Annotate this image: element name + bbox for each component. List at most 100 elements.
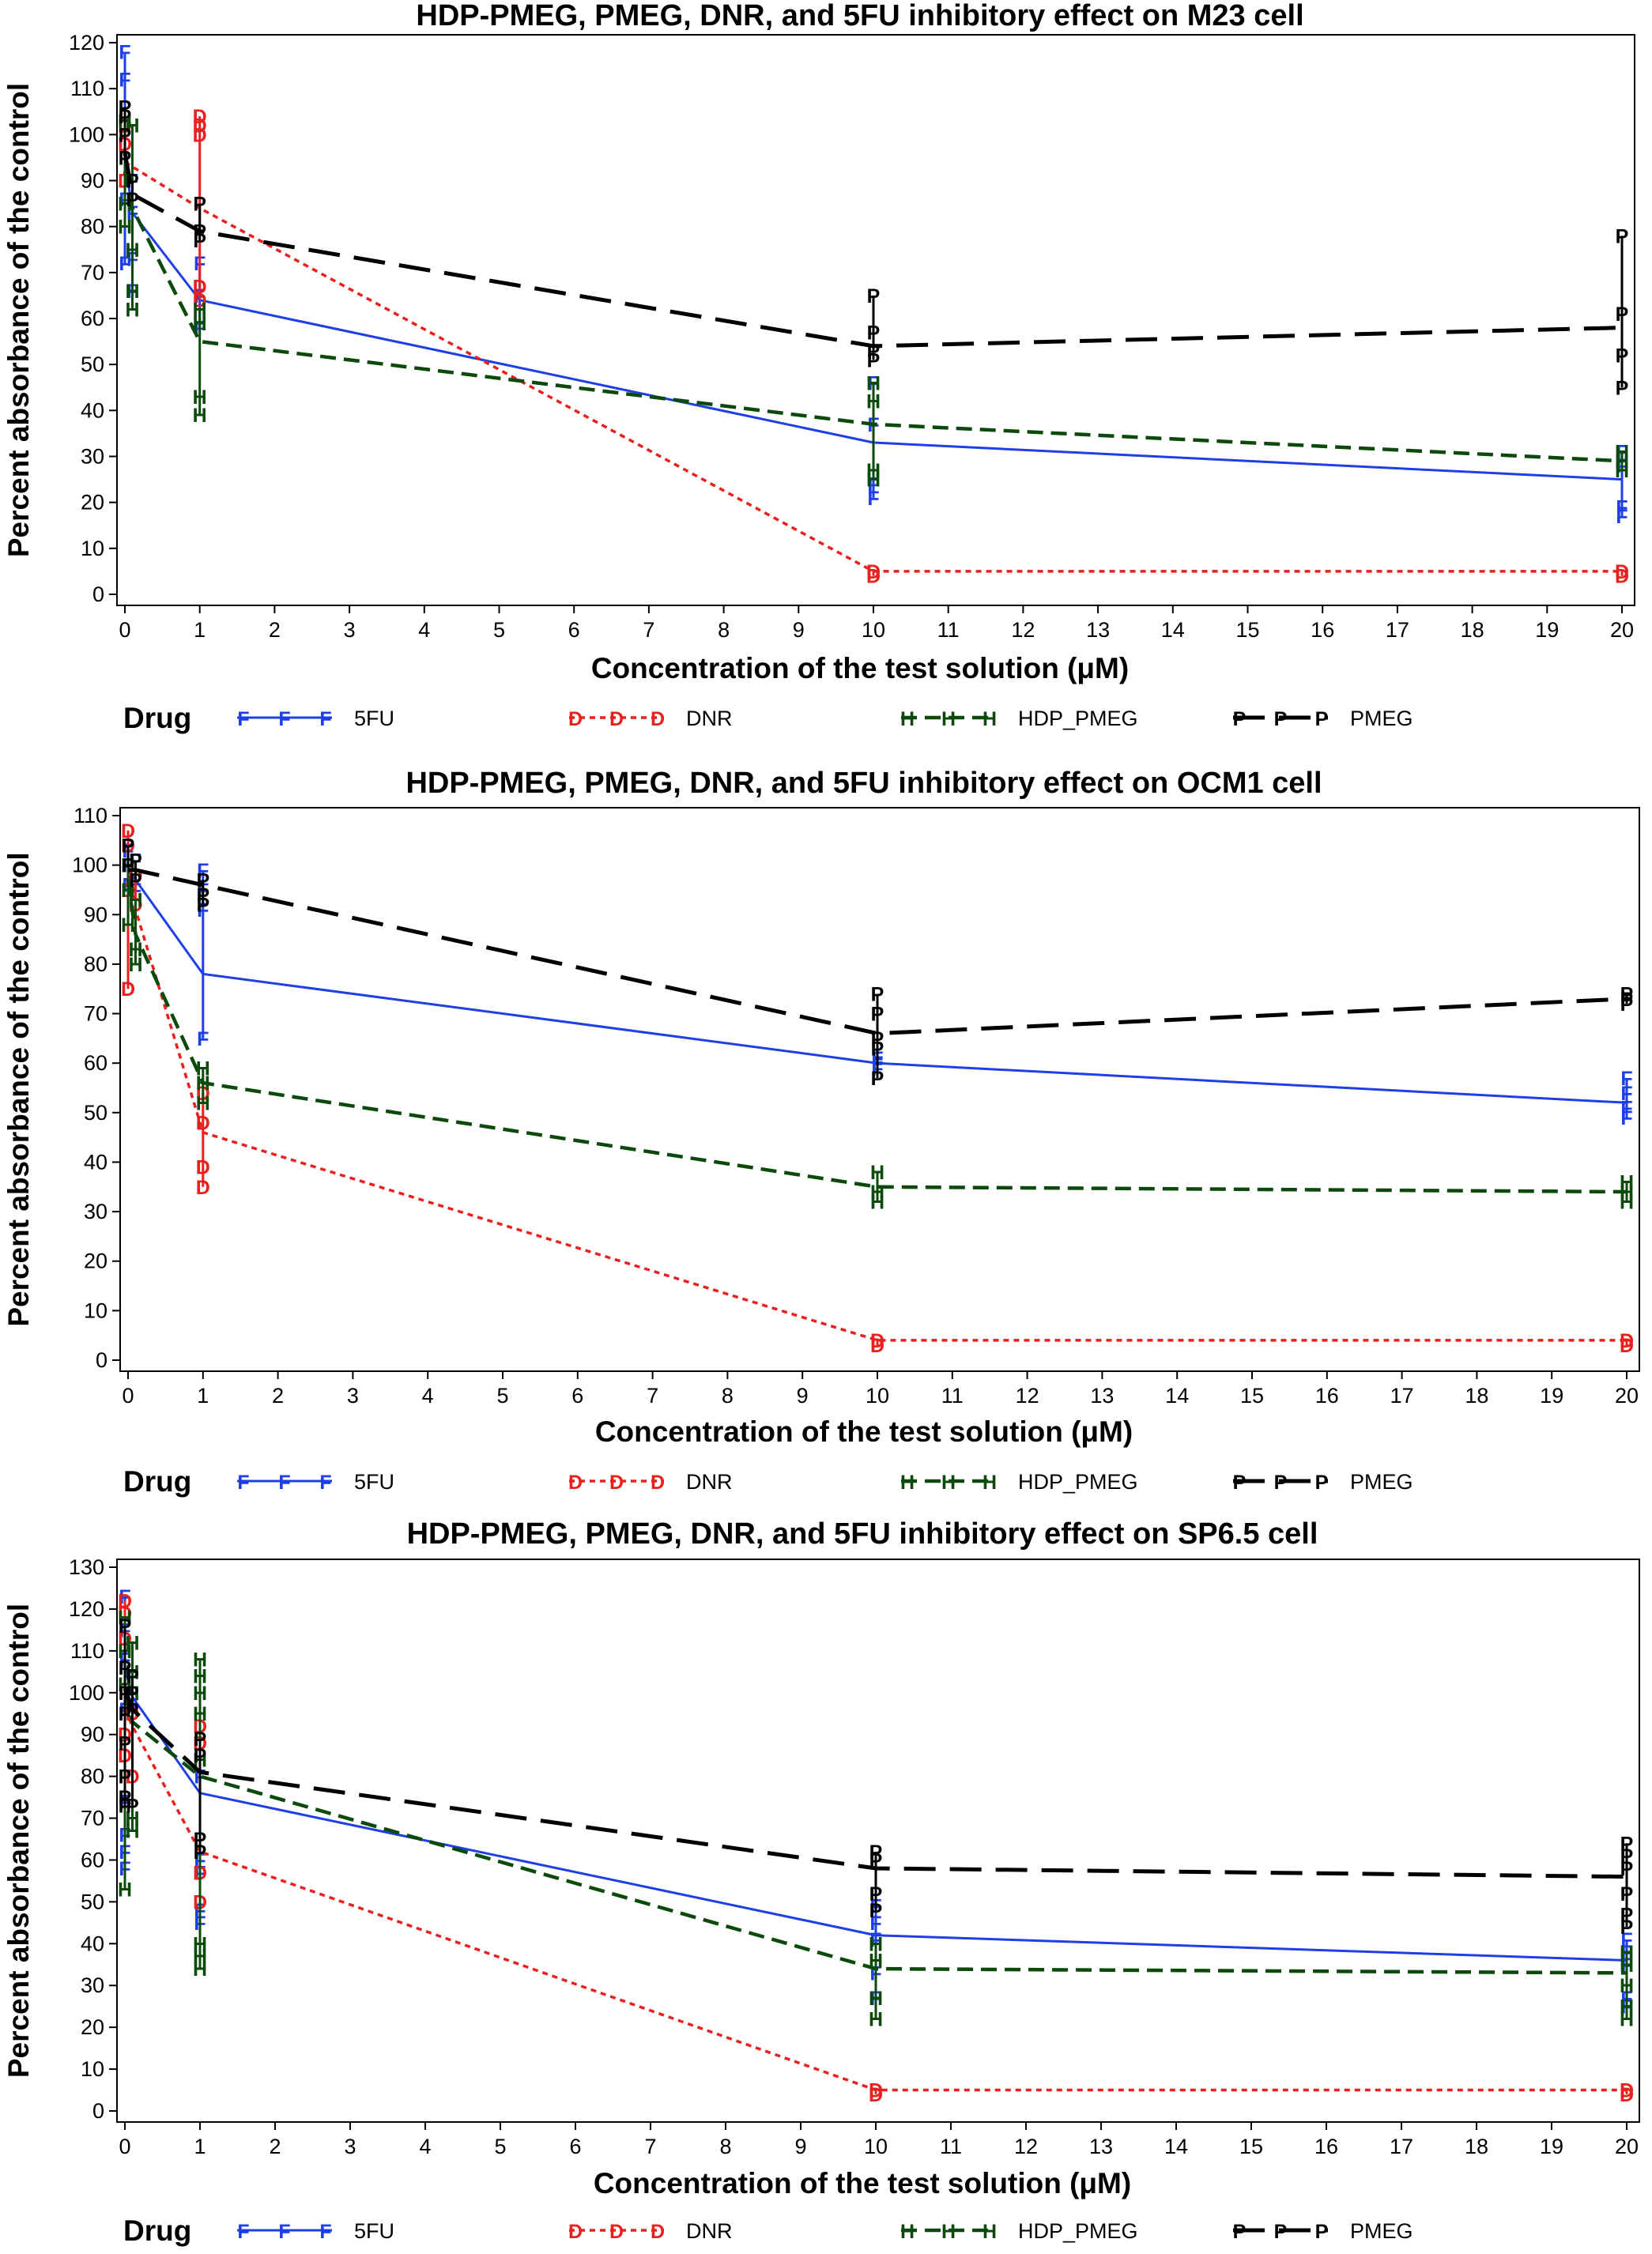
data-point-marker: P <box>871 1028 884 1050</box>
y-tick-label: 60 <box>81 307 104 330</box>
data-point-marker: D <box>866 566 881 588</box>
x-tick-label: 7 <box>644 2135 656 2158</box>
x-tick-label: 2 <box>269 618 281 642</box>
x-tick-label: 4 <box>422 1384 434 1408</box>
data-point-marker: P <box>869 1883 883 1905</box>
y-tick-label: 0 <box>92 2099 104 2123</box>
data-point-marker: H <box>128 954 142 976</box>
x-tick-label: 3 <box>344 2135 356 2158</box>
x-axis-title: Concentration of the test solution (μM) <box>594 2167 1131 2199</box>
legend-entry-HDP_PMEG: H H H HDP_PMEG <box>900 707 1138 730</box>
data-point-marker: P <box>1616 377 1629 399</box>
data-point-marker: H <box>193 1958 207 1981</box>
data-point-marker: H <box>1615 442 1629 464</box>
legend-entry-DNR: D D D DNR <box>568 707 733 730</box>
data-point-marker: H <box>193 1683 207 1705</box>
data-point-marker: P <box>869 1841 883 1864</box>
legend-marker: H <box>983 2221 997 2243</box>
data-point-marker: H <box>866 469 881 492</box>
x-tick-label: 10 <box>862 618 885 642</box>
data-point-marker: P <box>196 869 209 891</box>
x-tick-label: 16 <box>1314 2135 1338 2158</box>
data-point-marker: H <box>118 217 132 239</box>
data-point-marker: H <box>1620 1942 1634 1964</box>
y-tick-label: 100 <box>72 854 107 877</box>
x-axis-title: Concentration of the test solution (μM) <box>591 652 1129 684</box>
x-tick-label: 9 <box>793 618 805 642</box>
x-tick-label: 8 <box>719 2135 731 2158</box>
legend-entry-5FU: F F F 5FU <box>237 2219 394 2243</box>
y-tick-label: 90 <box>81 169 104 193</box>
legend-marker: F <box>319 708 331 730</box>
data-point-marker: P <box>119 1703 132 1725</box>
data-point-marker: D <box>1620 1335 1634 1357</box>
data-point-marker: D <box>1615 561 1629 583</box>
y-tick-label: 10 <box>84 1298 107 1322</box>
legend-marker: H <box>900 1472 915 1494</box>
data-point-marker: P <box>122 855 135 877</box>
data-point-marker: P <box>119 1732 132 1755</box>
data-point-marker: H <box>870 1192 884 1214</box>
legend-label: HDP_PMEG <box>1018 2219 1138 2243</box>
data-point-marker: P <box>871 1068 884 1090</box>
series-line <box>123 1687 1627 1879</box>
data-point-marker: F <box>119 70 130 92</box>
data-point-marker: D <box>193 106 207 128</box>
legend-marker: P <box>1274 1472 1288 1494</box>
x-tick-label: 19 <box>1540 1384 1563 1408</box>
data-point-marker: P <box>1620 1845 1634 1868</box>
y-tick-label: 40 <box>81 398 104 422</box>
data-point-marker: H <box>121 914 135 937</box>
data-point-marker: H <box>128 939 142 961</box>
data-point-marker: H <box>869 1950 883 1972</box>
x-tick-label: 1 <box>194 2135 206 2158</box>
series-line <box>124 160 1622 573</box>
y-tick-label: 110 <box>74 804 107 827</box>
data-point-marker: H <box>193 1666 207 1688</box>
legend-label: 5FU <box>354 2219 394 2243</box>
y-tick-label: 20 <box>81 2015 104 2039</box>
data-point-marker: P <box>119 1787 132 1809</box>
x-tick-label: 20 <box>1615 2135 1639 2158</box>
y-tick-label: 10 <box>81 2057 104 2081</box>
chart-title: HDP-PMEG, PMEG, DNR, and 5FU inhibitory … <box>407 1517 1318 1551</box>
data-point-marker: P <box>1620 1883 1634 1905</box>
legend-marker: H <box>983 708 997 730</box>
x-tick-label: 8 <box>718 618 730 642</box>
chart-panel-1: HDP-PMEG, PMEG, DNR, and 5FU inhibitory … <box>2 0 1635 734</box>
x-tick-label: 7 <box>643 618 654 642</box>
data-point-marker: D <box>869 2084 883 2106</box>
data-point-marker: H <box>870 1162 884 1184</box>
data-point-marker: D <box>870 1335 884 1357</box>
data-point-marker: H <box>870 1182 884 1204</box>
chart-title: HDP-PMEG, PMEG, DNR, and 5FU inhibitory … <box>416 0 1303 32</box>
y-tick-label: 50 <box>84 1101 107 1125</box>
y-tick-label: 90 <box>84 903 107 926</box>
x-tick-label: 20 <box>1610 618 1634 642</box>
x-tick-label: 13 <box>1089 2135 1113 2158</box>
legend-label: 5FU <box>354 707 394 730</box>
x-tick-label: 6 <box>569 2135 581 2158</box>
data-point-marker: D <box>121 820 135 842</box>
y-tick-label: 30 <box>84 1200 107 1223</box>
data-point-marker: D <box>196 1177 210 1199</box>
data-point-marker: D <box>1620 2080 1634 2102</box>
x-tick-label: 5 <box>493 618 505 642</box>
x-tick-label: 7 <box>647 1384 658 1408</box>
data-point-marker: H <box>1620 1192 1634 1214</box>
data-point-marker: P <box>126 1666 139 1688</box>
data-point-marker: H <box>869 2009 883 2031</box>
data-point-marker: D <box>121 978 135 1001</box>
x-tick-label: 11 <box>940 2135 962 2158</box>
data-point-marker: F <box>1620 1929 1632 1951</box>
legend-label: HDP_PMEG <box>1018 707 1138 730</box>
legend-marker: H <box>941 708 956 730</box>
legend-entry-HDP_PMEG: H H H HDP_PMEG <box>900 2219 1138 2243</box>
data-point-marker: H <box>866 460 881 482</box>
legend-marker: D <box>651 2221 665 2243</box>
data-point-marker: H <box>1620 2009 1634 2031</box>
series-line <box>126 865 1627 1342</box>
data-point-marker: P <box>194 1829 207 1851</box>
